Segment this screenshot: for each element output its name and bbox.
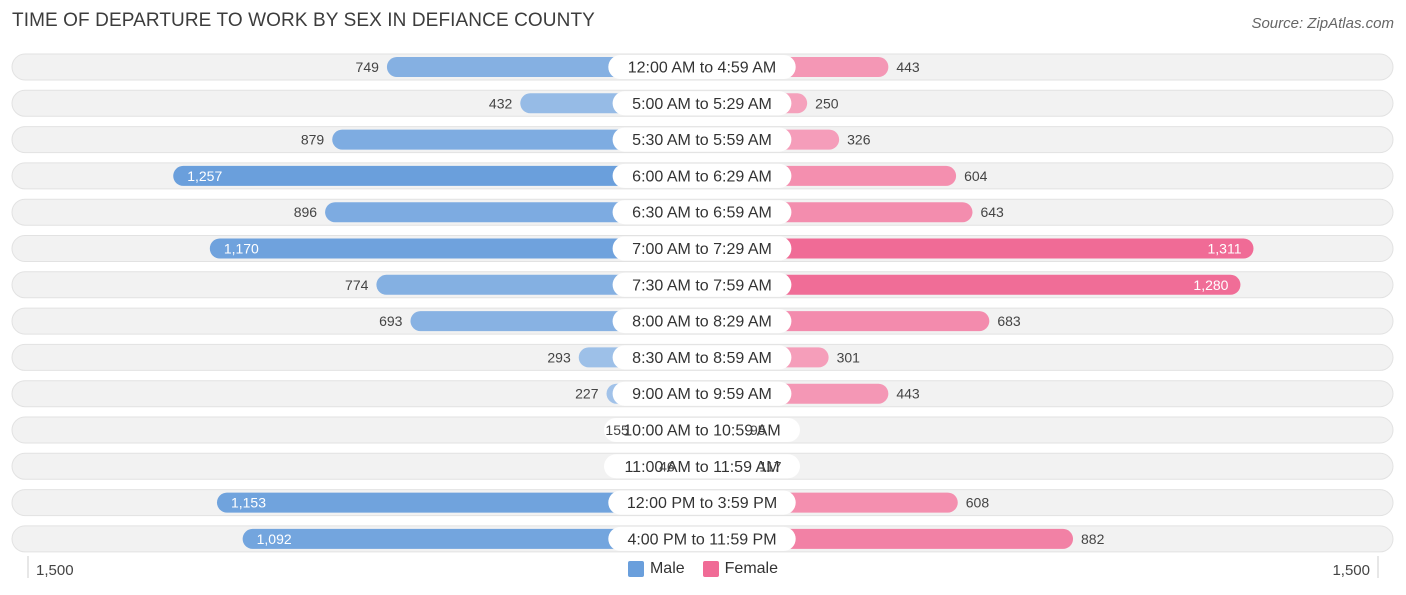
category-label-bg [612,381,792,406]
bar-male [216,492,713,513]
category-label: 12:00 PM to 3:59 PM [627,495,777,512]
value-label-female: 604 [964,168,988,184]
bar-female [692,274,1241,295]
value-label-male: 46 [659,458,675,474]
value-label-male: 155 [605,422,629,438]
value-label-female: 326 [847,132,871,148]
category-label: 8:30 AM to 8:59 AM [632,350,772,367]
category-label-bg [612,163,792,188]
value-label-male: 749 [356,59,380,75]
value-label-female: 443 [896,59,920,75]
category-label-bg [612,200,792,225]
legend-label-male: Male [649,560,685,577]
legend-item-female: Female [702,560,779,578]
legend-swatch-male [627,561,644,577]
bar-male [242,528,712,549]
value-label-female: 1,311 [1207,241,1241,257]
category-label-bg [612,345,792,370]
value-label-male: 293 [547,349,571,365]
category-label-bg [612,127,792,152]
category-label: 5:30 AM to 5:59 AM [632,132,772,149]
category-label-bg [612,309,792,334]
category-label-bg [604,454,800,479]
value-label-female: 301 [837,349,861,365]
chart-title: TIME OF DEPARTURE TO WORK BY SEX IN DEFI… [12,10,595,31]
axis-tick-left: 1,500 [36,562,74,579]
value-label-female: 683 [997,313,1021,329]
category-label-bg [612,236,792,261]
category-label: 12:00 AM to 4:59 AM [628,60,777,77]
value-label-female: 117 [759,458,782,474]
bar-male [173,165,713,186]
value-label-male: 1,153 [231,495,266,511]
bar-female [692,238,1254,259]
value-label-male: 879 [301,132,325,148]
category-label: 8:00 AM to 8:29 AM [632,314,772,331]
axis-tick-right: 1,500 [1332,562,1370,579]
value-label-female: 643 [980,204,1004,220]
category-label-bg [612,91,792,116]
value-label-male: 1,170 [224,241,259,257]
category-label: 11:00 AM to 11:59 AM [624,459,779,476]
value-label-female: 882 [1081,531,1105,547]
category-label: 10:00 AM to 10:59 AM [623,423,780,440]
category-label: 9:00 AM to 9:59 AM [632,386,772,403]
category-label-bg [608,55,796,79]
value-label-female: 443 [896,386,920,402]
category-label-bg [612,272,792,297]
value-label-male: 1,092 [257,531,292,547]
value-label-female: 250 [815,95,839,111]
category-label-bg [608,490,796,515]
value-label-female: 608 [966,495,990,511]
value-label-male: 774 [345,277,369,293]
category-label: 5:00 AM to 5:29 AM [632,96,772,113]
value-label-female: 1,280 [1193,277,1228,293]
value-label-male: 693 [379,313,403,329]
legend-label-female: Female [724,560,779,577]
legend: Male Female [0,560,1406,578]
category-label-bg [608,526,796,551]
category-label: 7:00 AM to 7:29 AM [632,241,772,258]
bar-male [209,238,712,259]
legend-swatch-female [702,561,719,577]
category-label: 6:30 AM to 6:59 AM [632,205,772,222]
value-label-male: 896 [294,204,318,220]
category-label: 7:30 AM to 7:59 AM [632,277,772,294]
category-label: 4:00 PM to 11:59 PM [627,531,776,548]
value-label-male: 432 [489,95,513,111]
source-note: Source: ZipAtlas.com [1251,15,1394,32]
value-label-male: 227 [575,386,599,402]
value-label-female: 95 [750,422,766,438]
value-label-male: 1,257 [187,168,222,184]
legend-item-male: Male [627,560,685,578]
category-label: 6:00 AM to 6:29 AM [632,168,772,185]
category-label-bg [604,418,800,442]
